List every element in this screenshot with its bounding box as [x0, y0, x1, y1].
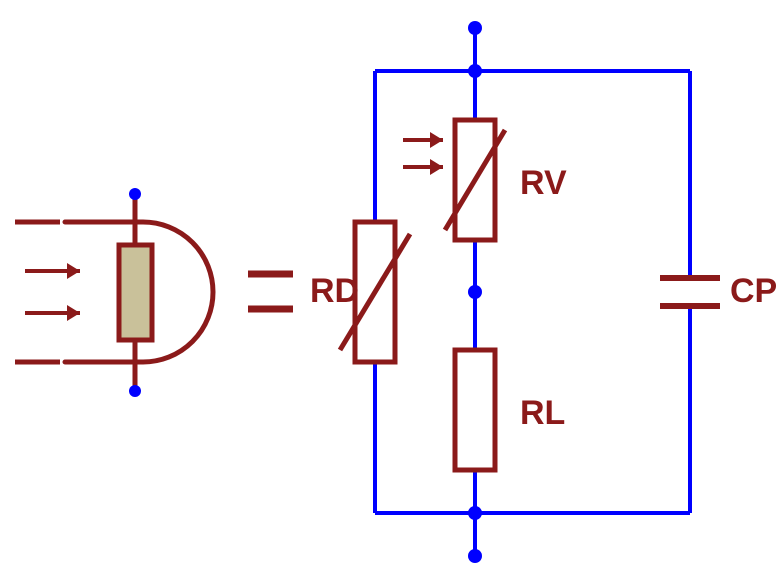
schematic-shape — [67, 305, 80, 321]
schematic-shape — [430, 132, 443, 148]
schematic-shape — [129, 188, 141, 200]
label-cp: CP — [730, 272, 777, 310]
schematic-shape — [468, 549, 482, 563]
schematic-shape — [468, 285, 482, 299]
label-rd: RD — [310, 272, 359, 310]
schematic-shape — [468, 64, 482, 78]
schematic-shape — [468, 21, 482, 35]
schematic-diagram: RD RV RL CP — [0, 0, 779, 587]
label-rl: RL — [520, 394, 565, 432]
schematic-shape — [430, 159, 443, 175]
schematic-shape — [455, 350, 495, 470]
label-rv: RV — [520, 164, 567, 202]
schematic-shape — [67, 263, 80, 279]
schematic-shape — [129, 385, 141, 397]
schematic-shape — [468, 506, 482, 520]
schematic-shape — [119, 245, 152, 340]
